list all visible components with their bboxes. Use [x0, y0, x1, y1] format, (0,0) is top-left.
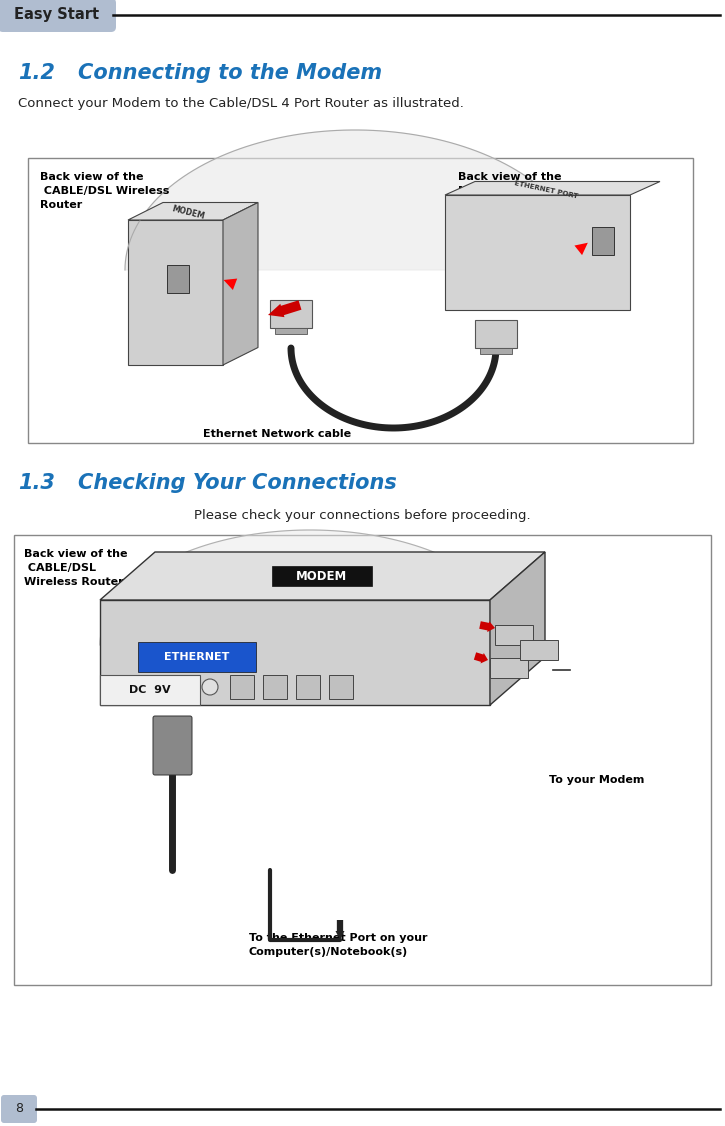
- Bar: [272, 566, 372, 586]
- Polygon shape: [100, 530, 520, 645]
- Bar: [296, 674, 320, 699]
- Bar: [263, 674, 287, 699]
- FancyBboxPatch shape: [0, 0, 116, 32]
- Bar: [520, 640, 558, 660]
- Circle shape: [202, 679, 218, 695]
- Bar: [138, 642, 256, 672]
- FancyBboxPatch shape: [1, 1094, 37, 1123]
- Polygon shape: [100, 552, 545, 600]
- Polygon shape: [268, 301, 302, 318]
- Polygon shape: [125, 129, 585, 270]
- Text: Connecting to the Modem: Connecting to the Modem: [78, 63, 382, 83]
- Polygon shape: [223, 203, 258, 365]
- Text: Easy Start: Easy Start: [14, 8, 99, 23]
- Bar: [14, 535, 711, 985]
- Bar: [275, 328, 307, 334]
- Text: Checking Your Connections: Checking Your Connections: [78, 473, 397, 493]
- Bar: [495, 625, 533, 645]
- Bar: [592, 227, 614, 254]
- Bar: [100, 674, 200, 705]
- FancyBboxPatch shape: [153, 716, 192, 775]
- Text: Back view of the
Modem: Back view of the Modem: [458, 172, 561, 196]
- Text: Connect your Modem to the Cable/DSL 4 Port Router as illustrated.: Connect your Modem to the Cable/DSL 4 Po…: [18, 97, 464, 110]
- Bar: [475, 320, 517, 348]
- Bar: [490, 658, 528, 678]
- Polygon shape: [490, 552, 545, 705]
- Text: Back view of the
 CABLE/DSL Wireless
Router: Back view of the CABLE/DSL Wireless Rout…: [40, 172, 170, 211]
- Text: ETHERNET: ETHERNET: [165, 652, 230, 662]
- Bar: [230, 674, 254, 699]
- Text: MODEM: MODEM: [297, 571, 347, 583]
- Text: To the Ethernet Port on your
Computer(s)/Notebook(s): To the Ethernet Port on your Computer(s)…: [249, 933, 428, 957]
- Text: MODEM: MODEM: [170, 205, 205, 222]
- Polygon shape: [336, 920, 344, 940]
- Text: DC  9V: DC 9V: [129, 685, 171, 695]
- Text: 1.2: 1.2: [18, 63, 55, 83]
- Text: Please check your connections before proceeding.: Please check your connections before pro…: [194, 509, 530, 522]
- Text: To your Modem: To your Modem: [549, 775, 645, 785]
- Polygon shape: [445, 195, 630, 310]
- Bar: [329, 674, 353, 699]
- Text: 1.3: 1.3: [18, 473, 55, 493]
- Bar: [480, 348, 512, 354]
- Polygon shape: [445, 181, 660, 195]
- Polygon shape: [128, 203, 258, 220]
- Bar: [270, 300, 312, 328]
- Bar: [28, 158, 693, 443]
- Bar: [167, 265, 189, 293]
- Polygon shape: [479, 622, 495, 632]
- Text: ETHERNET PORT: ETHERNET PORT: [514, 180, 579, 199]
- Polygon shape: [128, 220, 223, 365]
- Text: Back view of the
 CABLE/DSL
Wireless Router: Back view of the CABLE/DSL Wireless Rout…: [24, 549, 128, 587]
- Polygon shape: [474, 652, 488, 663]
- Text: 8: 8: [15, 1102, 23, 1116]
- Polygon shape: [100, 600, 490, 705]
- Text: Ethernet Network cable: Ethernet Network cable: [203, 429, 351, 439]
